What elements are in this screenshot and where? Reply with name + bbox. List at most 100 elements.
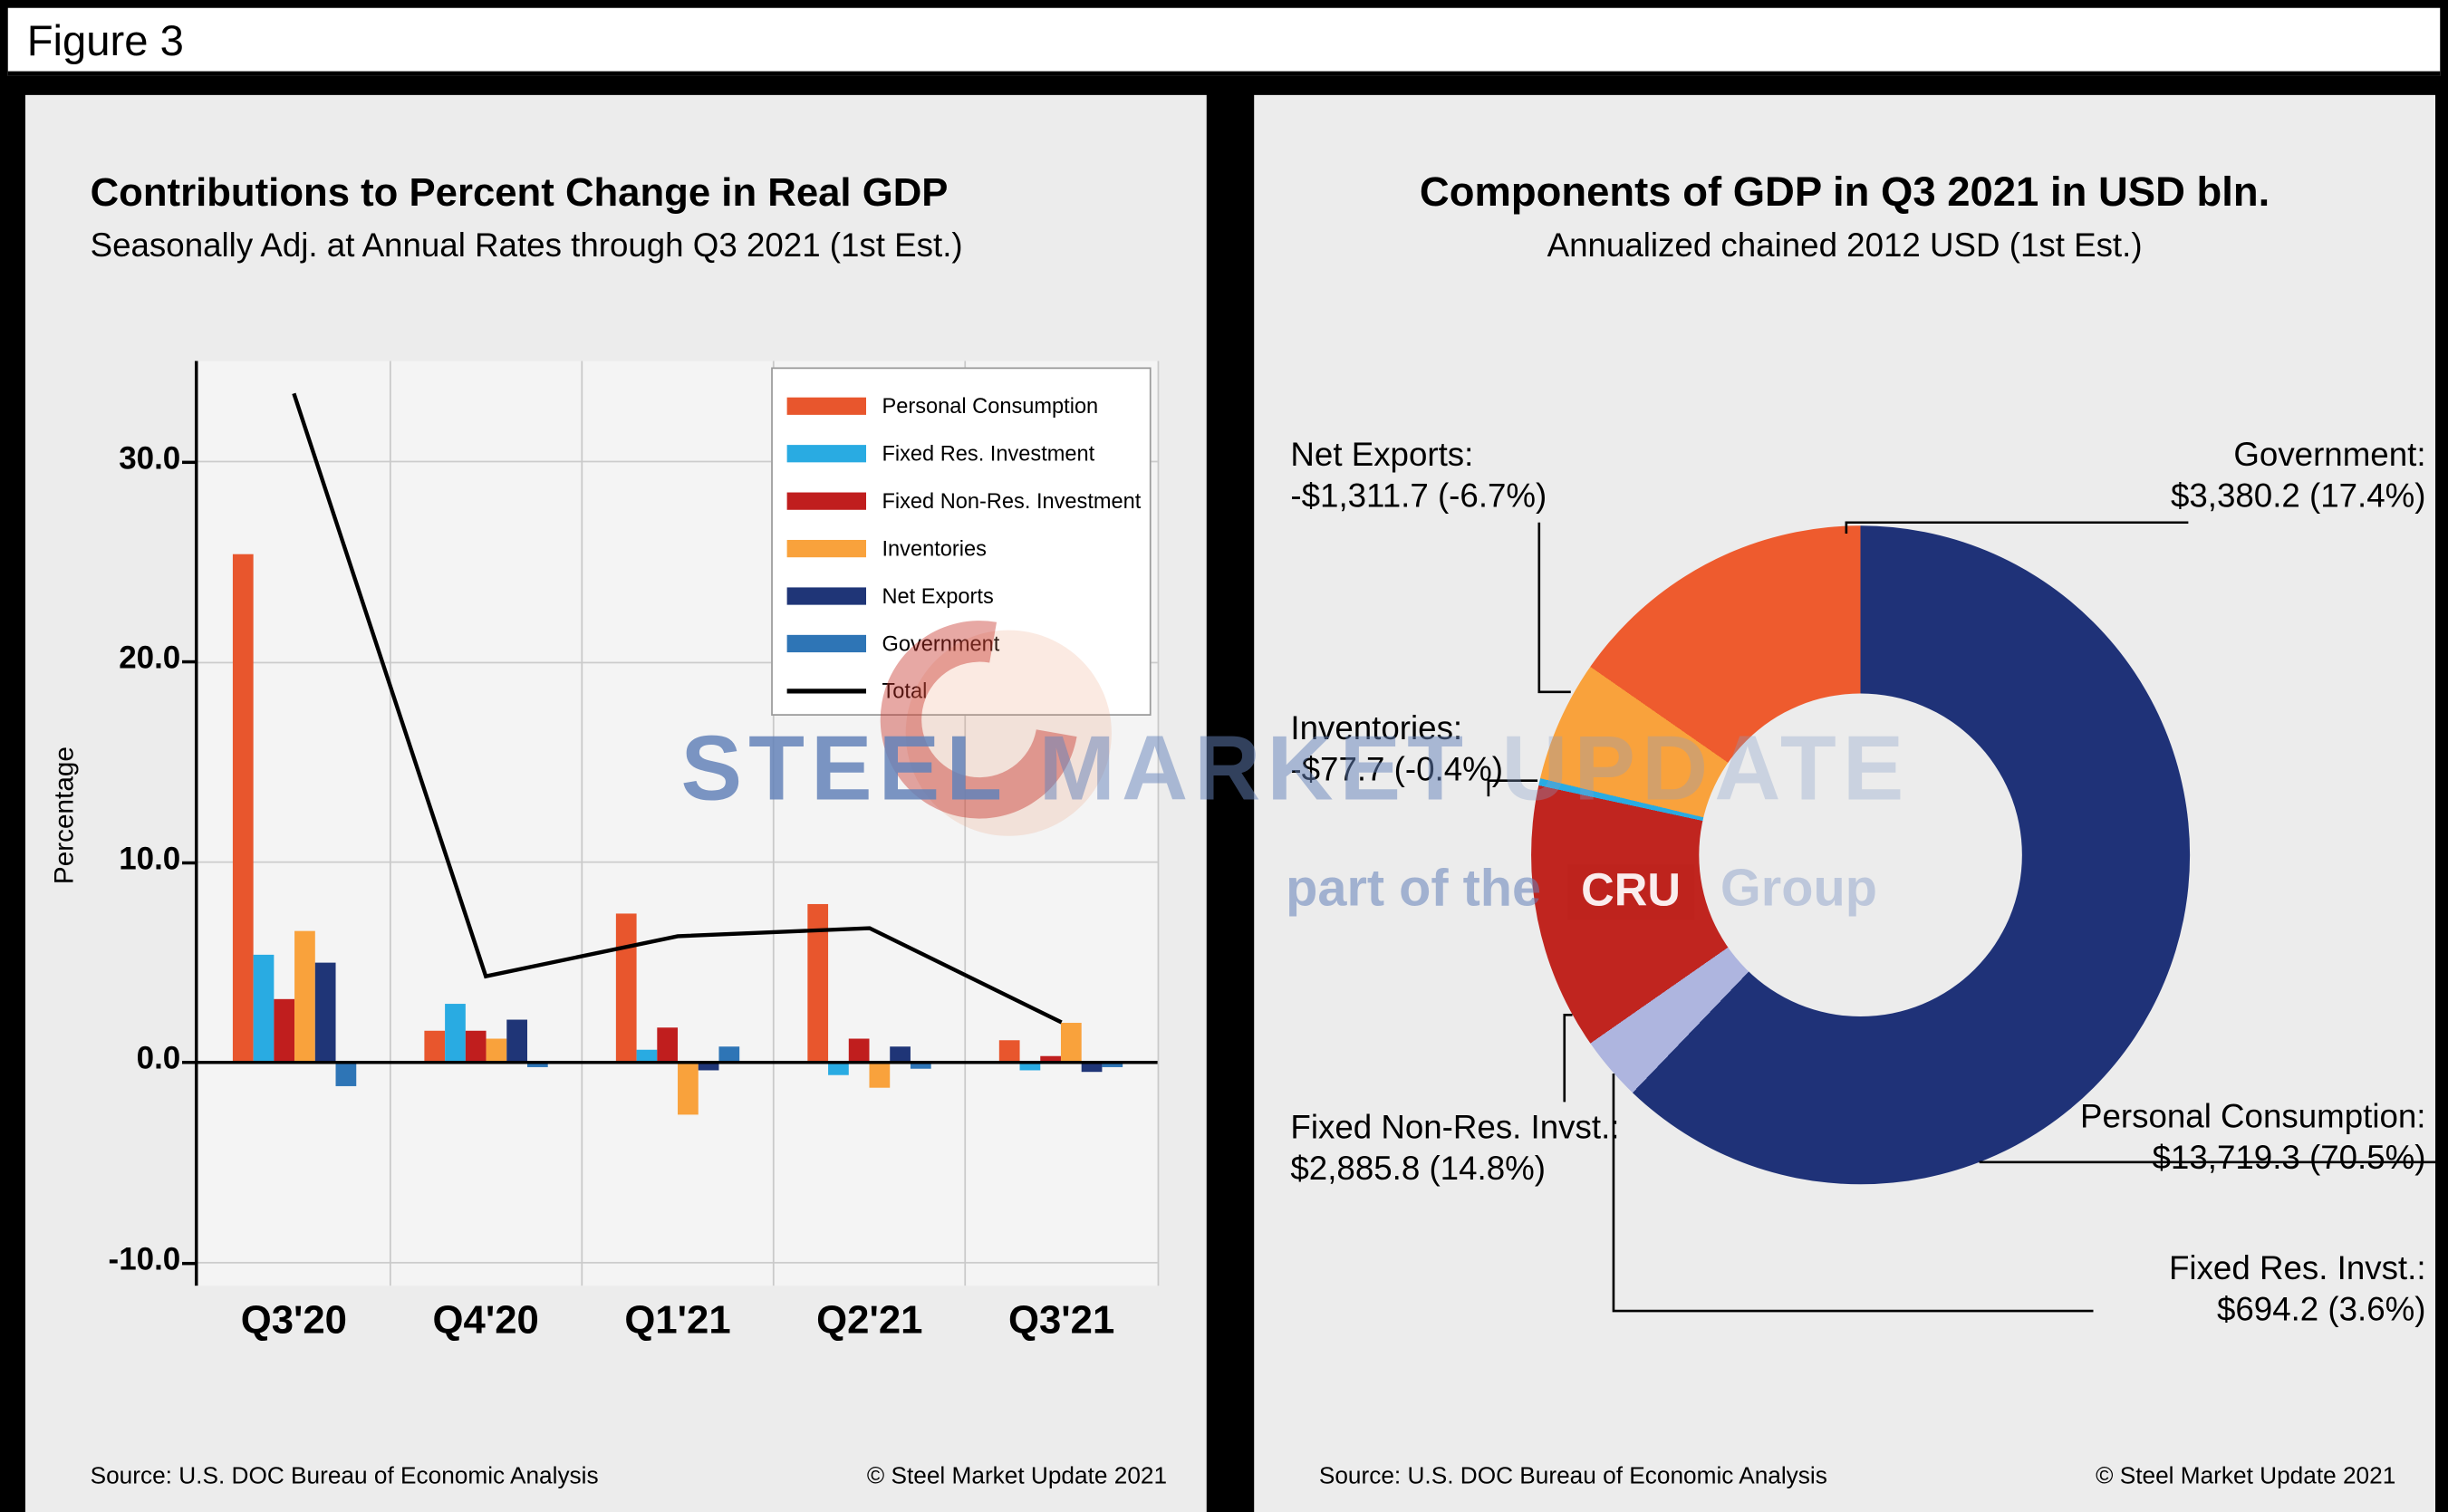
bar-net-exports (698, 1062, 719, 1071)
segment-label-title: Personal Consumption: (2079, 1098, 2426, 1136)
legend-item-total: Total (786, 667, 1150, 714)
gridline-vertical (581, 361, 583, 1286)
legend-swatch (786, 688, 867, 693)
legend-item-government: Government (786, 619, 1150, 666)
legend-item-fixed-res-investment: Fixed Res. Investment (786, 429, 1150, 477)
label-personal-consumption: Personal Consumption: $13,719.3 (70.5%) (2080, 1097, 2426, 1180)
x-axis-label: Q4'20 (432, 1298, 539, 1343)
bar-fixed-non-res-investment (1040, 1056, 1062, 1063)
legend-swatch (786, 539, 867, 557)
gridline-vertical (389, 361, 391, 1286)
segment-label-value: $2,885.8 (14.8%) (1290, 1151, 1546, 1188)
bar-chart: Q3'20 Q4'20 Q1'21 Q2'21 Q3'21 -10.0 0.0 10.0 20.… (25, 95, 1207, 1512)
bar-personal-consumption (999, 1040, 1021, 1063)
figure-title: Figure 3 (26, 17, 184, 65)
segment-label-title: Net Exports: (1290, 437, 1474, 474)
legend-label: Fixed Res. Investment (882, 440, 1095, 465)
bar-inventories (678, 1062, 699, 1115)
left-copyright-note: © Steel Market Update 2021 (866, 1462, 1168, 1490)
segment-label-title: Fixed Non-Res. Invst.: (1290, 1110, 1620, 1147)
bar-fixed-res-investment (252, 954, 274, 1063)
label-inventories: Inventories: -$77.7 (-0.4%) (1290, 709, 1503, 792)
bar-fixed-non-res-investment (657, 1028, 679, 1063)
leader-fixed-nonres (1563, 1013, 1573, 1103)
legend-swatch (786, 633, 867, 652)
legend-swatch (786, 586, 867, 604)
legend-item-net-exports: Net Exports (786, 572, 1150, 619)
donut-chart-subtitle: Annualized chained 2012 USD (1st Est.) (1547, 227, 2143, 265)
legend-label: Inventories (882, 535, 987, 560)
bar-fixed-res-investment (1020, 1062, 1041, 1071)
legend-label: Government (882, 631, 1000, 655)
bar-inventories (869, 1062, 891, 1089)
legend-label: Personal Consumption (882, 393, 1099, 418)
legend-item-personal-consumption: Personal Consumption (786, 381, 1150, 429)
y-tick-label: 30.0 (119, 440, 181, 477)
bar-net-exports (890, 1046, 911, 1063)
bar-government (334, 1062, 356, 1087)
bar-personal-consumption (232, 554, 253, 1063)
bar-net-exports (1082, 1062, 1104, 1073)
bar-government (526, 1062, 548, 1067)
y-tick-mark (181, 1060, 197, 1064)
x-axis-label: Q3'21 (1008, 1298, 1115, 1343)
bar-government (718, 1046, 740, 1063)
legend-label: Net Exports (882, 583, 994, 608)
bar-fixed-non-res-investment (849, 1038, 870, 1063)
gdp-contributions-panel: Contributions to Percent Change in Real … (24, 94, 1207, 1512)
bar-government (1103, 1062, 1123, 1067)
bar-personal-consumption (424, 1030, 445, 1063)
y-axis-line (194, 361, 198, 1286)
legend-label: Total (882, 678, 928, 703)
legend-item-inventories: Inventories (786, 524, 1150, 571)
segment-label-title: Inventories: (1290, 710, 1463, 747)
y-tick-label: 10.0 (119, 841, 181, 877)
y-tick-label: -10.0 (108, 1242, 181, 1277)
x-axis-label: Q1'21 (624, 1298, 731, 1343)
legend-swatch (786, 444, 867, 462)
y-tick-label: 20.0 (119, 640, 181, 677)
bar-personal-consumption (807, 904, 829, 1063)
leader-net-exports (1537, 522, 1571, 694)
y-tick-mark (181, 1261, 197, 1265)
segment-label-value: -$77.7 (-0.4%) (1290, 752, 1504, 789)
gridline-vertical (1156, 361, 1159, 1286)
gdp-components-panel: Components of GDP in Q3 2021 in USD bln.… (1254, 94, 2436, 1512)
donut-hole (1699, 693, 2022, 1017)
figure-header: Figure 3 (7, 7, 2441, 76)
bar-fixed-res-investment (636, 1050, 658, 1063)
bar-fixed-non-res-investment (465, 1030, 487, 1063)
y-tick-mark (181, 660, 197, 664)
x-axis-label: Q3'20 (240, 1298, 347, 1343)
bar-chart-title: Contributions to Percent Change in Real … (90, 170, 949, 216)
label-fixed-res-invst: Fixed Res. Invst.: $694.2 (3.6%) (2169, 1249, 2426, 1332)
segment-label-value: $3,380.2 (17.4%) (2170, 477, 2426, 515)
bar-chart-subtitle: Seasonally Adj. at Annual Rates through … (90, 227, 963, 265)
bar-fixed-res-investment (444, 1004, 466, 1063)
segment-label-value: -$1,311.7 (-6.7%) (1290, 477, 1547, 515)
left-source-note: Source: U.S. DOC Bureau of Economic Anal… (90, 1462, 599, 1490)
gridline-horizontal (198, 1261, 1158, 1264)
bar-inventories (486, 1038, 506, 1063)
gridline-horizontal (198, 861, 1158, 863)
donut-chart-title: Components of GDP in Q3 2021 in USD bln. (1419, 168, 2270, 216)
segment-label-value: $13,719.3 (70.5%) (2152, 1140, 2426, 1177)
y-tick-mark (181, 860, 197, 864)
label-net-exports: Net Exports: -$1,311.7 (-6.7%) (1290, 436, 1547, 518)
bar-fixed-res-investment (828, 1062, 850, 1074)
right-source-note: Source: U.S. DOC Bureau of Economic Anal… (1318, 1462, 1827, 1490)
segment-label-value: $694.2 (3.6%) (2216, 1292, 2426, 1329)
chart-legend: Personal Consumption Fixed Res. Investmen… (771, 367, 1152, 716)
zero-line (198, 1060, 1158, 1064)
label-fixed-nonres-invst: Fixed Non-Res. Invst.: $2,885.8 (14.8%) (1290, 1108, 1619, 1190)
bar-net-exports (314, 962, 335, 1063)
bar-inventories (294, 929, 315, 1063)
y-tick-mark (181, 459, 197, 464)
bar-personal-consumption (615, 914, 637, 1063)
legend-swatch (786, 491, 867, 509)
bar-net-exports (506, 1020, 527, 1063)
segment-label-title: Government: (2233, 437, 2426, 474)
donut-chart (1531, 525, 2191, 1185)
legend-label: Fixed Non-Res. Investment (882, 488, 1142, 513)
